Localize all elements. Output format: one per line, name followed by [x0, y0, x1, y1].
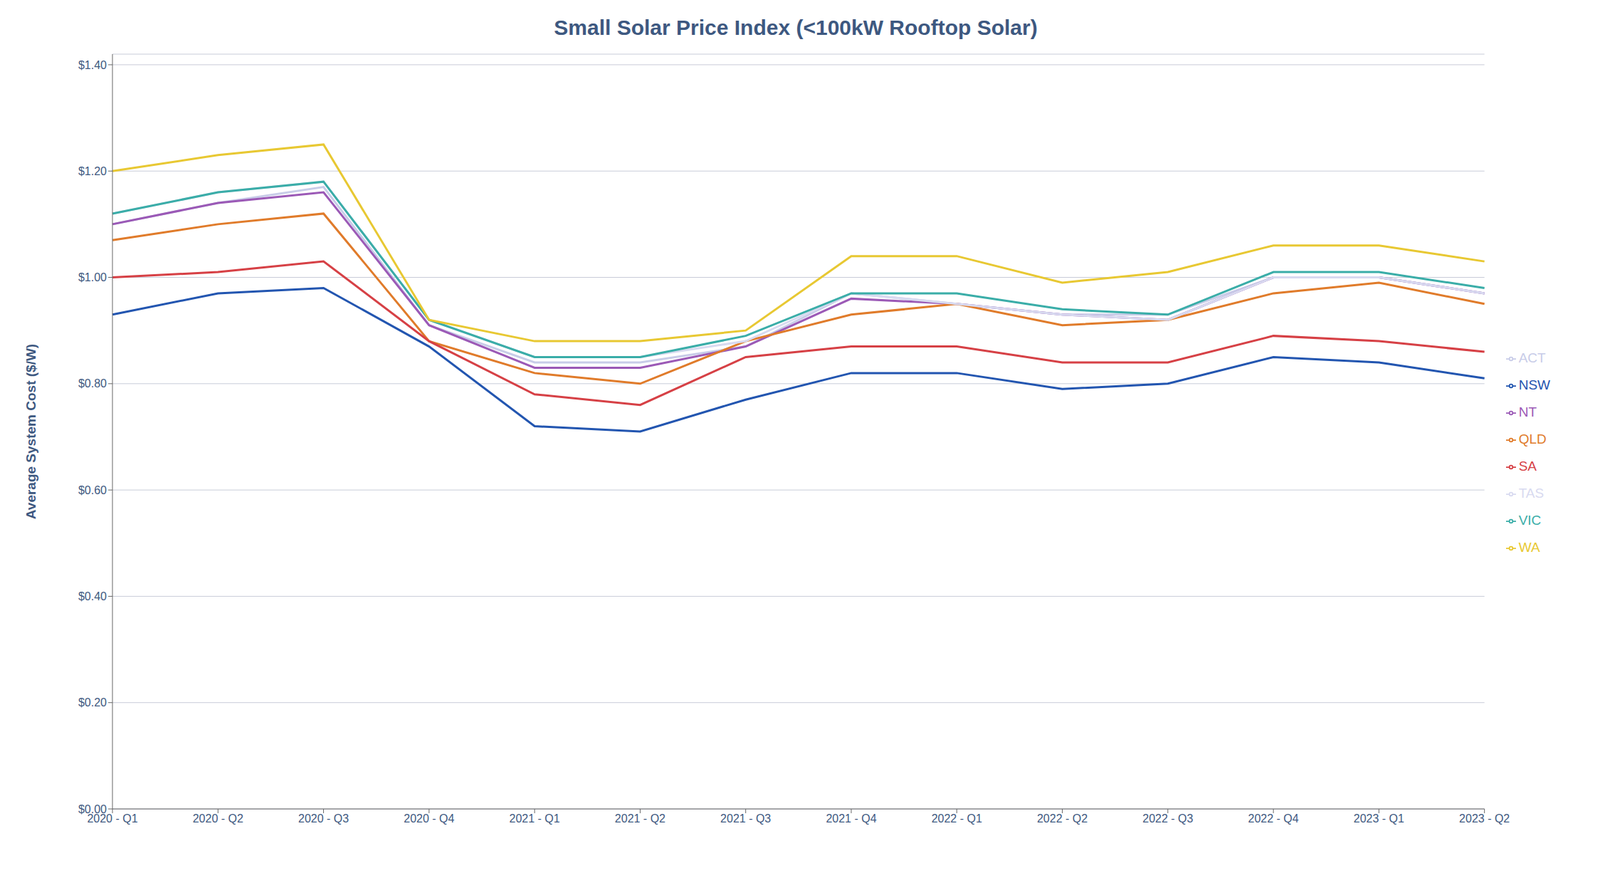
- svg-text:2022 - Q2: 2022 - Q2: [1037, 812, 1088, 825]
- svg-text:2020 - Q1: 2020 - Q1: [87, 812, 138, 825]
- html-text:WA: WA: [1518, 539, 1540, 555]
- html-text:ACT: ACT: [1518, 350, 1546, 366]
- svg-text:$0.40: $0.40: [78, 590, 107, 603]
- svg-text:2021 - Q3: 2021 - Q3: [720, 812, 771, 825]
- html-text:NT: NT: [1518, 404, 1537, 420]
- html-text:Small Solar Price Index (<100k: Small Solar Price Index (<100kW Rooftop …: [553, 15, 1038, 40]
- svg-text:$0.00: $0.00: [78, 802, 107, 815]
- svg-text:$0.80: $0.80: [78, 377, 107, 390]
- svg-text:2021 - Q1: 2021 - Q1: [509, 812, 561, 825]
- svg-text:2023 - Q2: 2023 - Q2: [1459, 812, 1510, 825]
- svg-text:2022 - Q3: 2022 - Q3: [1142, 812, 1193, 825]
- svg-text:2022 - Q1: 2022 - Q1: [931, 812, 983, 825]
- svg-text:2021 - Q2: 2021 - Q2: [614, 812, 666, 825]
- svg-text:2021 - Q4: 2021 - Q4: [825, 812, 877, 825]
- svg-text:2020 - Q4: 2020 - Q4: [403, 812, 455, 825]
- svg-text:$1.00: $1.00: [78, 271, 107, 284]
- html-text:SA: SA: [1518, 458, 1537, 474]
- svg-text:2020 - Q3: 2020 - Q3: [298, 812, 349, 825]
- svg-text:$1.20: $1.20: [78, 165, 107, 178]
- svg-text:2023 - Q1: 2023 - Q1: [1353, 812, 1405, 825]
- svg-text:Average System Cost ($/W): Average System Cost ($/W): [23, 343, 39, 519]
- svg-text:$0.20: $0.20: [78, 696, 107, 709]
- svg-text:$0.60: $0.60: [78, 483, 107, 497]
- svg-text:2020 - Q2: 2020 - Q2: [192, 812, 244, 825]
- html-text:NSW: NSW: [1518, 377, 1551, 393]
- svg-text:2022 - Q4: 2022 - Q4: [1248, 812, 1299, 825]
- html-text:QLD: QLD: [1518, 431, 1547, 447]
- html-text:TAS: TAS: [1518, 485, 1544, 501]
- html-text:VIC: VIC: [1518, 512, 1542, 528]
- svg-text:$1.40: $1.40: [78, 59, 107, 72]
